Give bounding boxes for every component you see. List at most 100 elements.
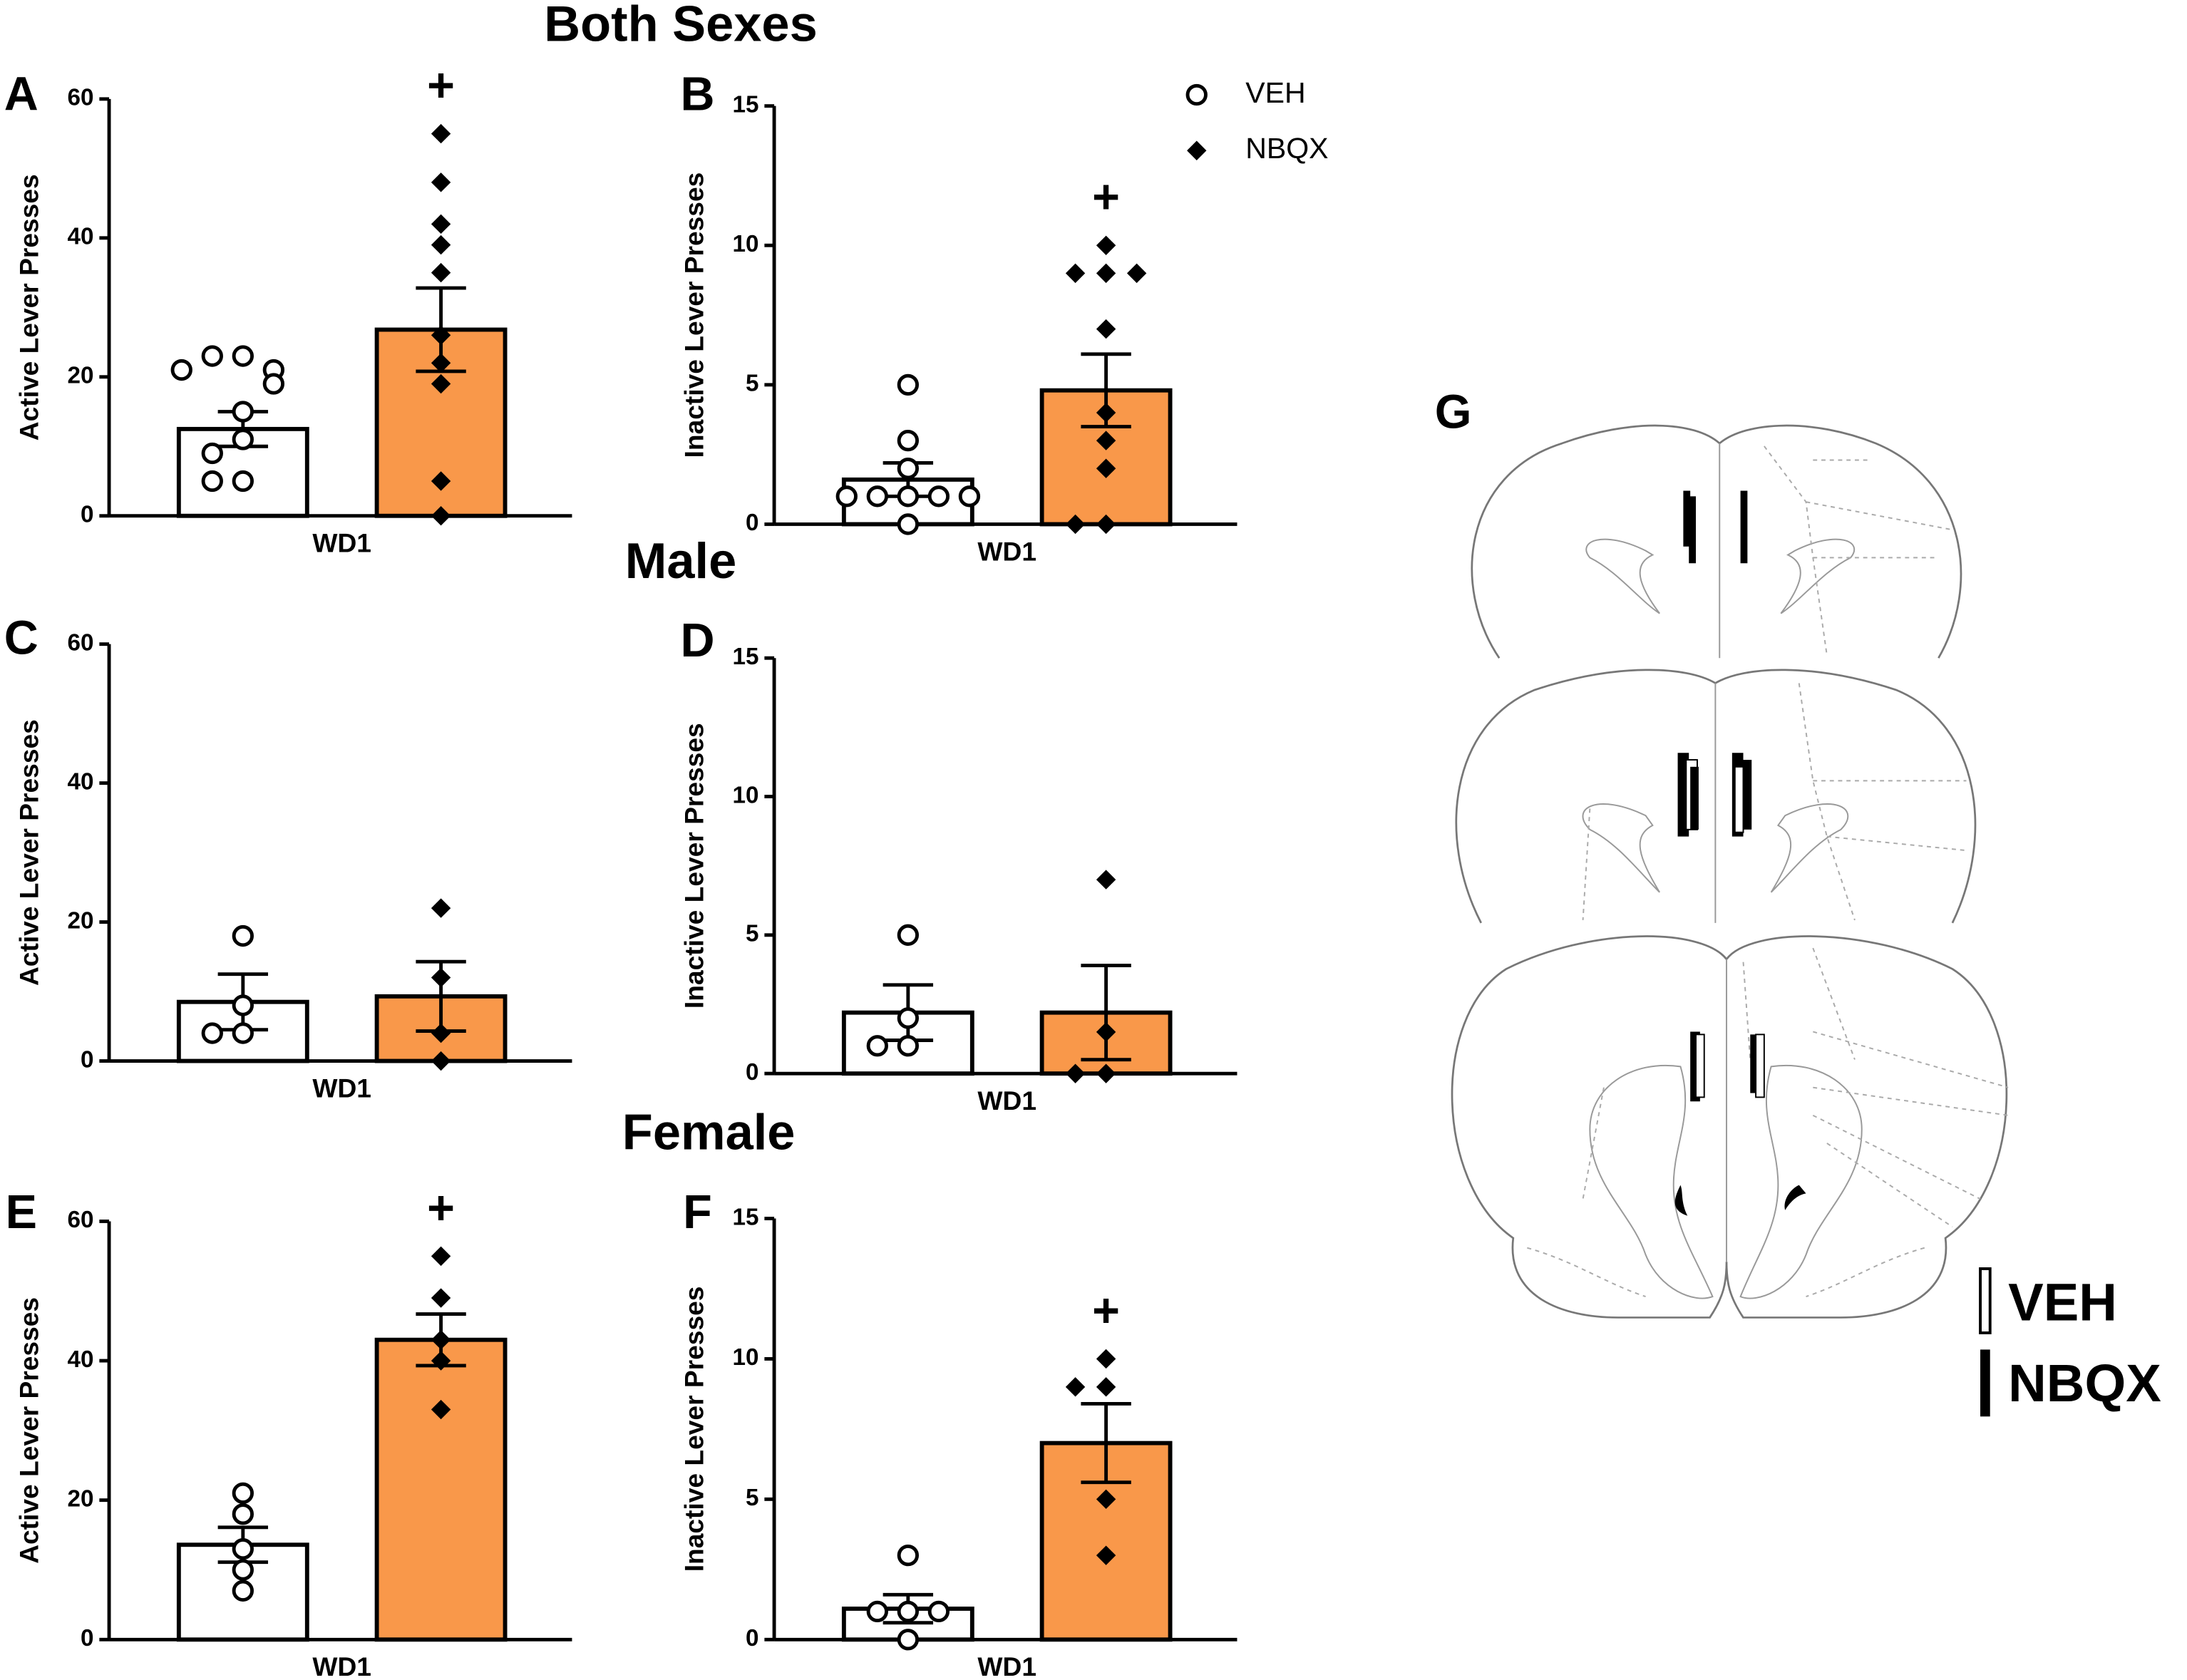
panel-letter: F <box>683 1186 712 1239</box>
y-tick-label: 20 <box>68 363 94 389</box>
data-point <box>431 967 451 988</box>
y-tick-label: 20 <box>68 907 94 934</box>
y-tick-label: 15 <box>733 644 759 670</box>
legend-label: NBQX <box>1245 132 1328 165</box>
data-point <box>1096 514 1116 535</box>
y-tick-label: 60 <box>68 1207 94 1233</box>
data-point <box>431 123 451 144</box>
significance-mark: + <box>427 60 455 113</box>
data-point <box>1096 319 1116 339</box>
y-tick-label: 5 <box>746 1485 759 1511</box>
y-axis-title: Inactive Lever Presses <box>679 172 709 458</box>
data-point <box>232 1537 254 1560</box>
y-tick-label: 0 <box>81 1625 94 1651</box>
data-point <box>927 485 950 507</box>
data-point <box>897 373 920 396</box>
data-point <box>897 1035 920 1057</box>
y-tick-label: 20 <box>68 1485 94 1512</box>
bar <box>374 1337 508 1642</box>
data-point <box>897 1544 920 1567</box>
legend-label: VEH <box>2008 1272 2117 1331</box>
data-point <box>431 325 451 345</box>
data-point <box>1096 1063 1116 1083</box>
data-point <box>1065 1377 1086 1397</box>
data-point <box>431 1246 451 1267</box>
data-point <box>1096 431 1116 450</box>
data-point <box>232 924 254 947</box>
panel-letter: D <box>680 614 714 667</box>
y-tick-label: 0 <box>746 510 759 536</box>
data-point <box>431 172 451 192</box>
data-point <box>431 1330 451 1350</box>
panel-letter: E <box>6 1186 37 1239</box>
data-point <box>431 1288 451 1308</box>
data-point <box>1065 1063 1086 1083</box>
data-point <box>431 214 451 235</box>
panel-letter: G <box>1435 386 1472 438</box>
panel-letter: A <box>4 68 38 120</box>
y-tick-label: 0 <box>81 502 94 528</box>
data-point <box>201 345 223 367</box>
section-title: Both Sexes <box>544 0 817 52</box>
data-point <box>431 262 451 283</box>
x-tick-label: WD1 <box>312 1651 371 1680</box>
data-point <box>897 924 920 946</box>
data-point <box>431 353 451 373</box>
error-bar <box>1081 1402 1131 1485</box>
y-axis-title: Active Lever Presses <box>14 719 43 986</box>
data-point <box>897 1007 920 1029</box>
data-point <box>232 401 254 423</box>
data-point <box>897 1600 920 1623</box>
y-axis-title: Active Lever Presses <box>14 1297 43 1564</box>
y-tick-label: 15 <box>733 1204 759 1230</box>
data-point <box>1096 1377 1116 1397</box>
legend-marker <box>1187 140 1207 160</box>
section-title: Male <box>625 532 737 589</box>
data-point <box>232 470 254 493</box>
x-tick-label: WD1 <box>312 528 371 558</box>
data-point <box>897 485 920 507</box>
data-point <box>431 1351 451 1371</box>
x-tick-label: WD1 <box>312 1073 371 1103</box>
data-point <box>897 513 920 535</box>
x-tick-label: WD1 <box>977 536 1036 566</box>
significance-mark: + <box>1092 171 1120 224</box>
data-point <box>927 1600 950 1623</box>
data-point <box>1096 263 1116 284</box>
y-axis-title: Inactive Lever Presses <box>679 723 709 1009</box>
data-point <box>431 506 451 526</box>
data-point <box>1096 1545 1116 1565</box>
data-point <box>232 1559 254 1581</box>
y-tick-label: 5 <box>746 371 759 397</box>
significance-mark: + <box>1092 1284 1120 1337</box>
data-point <box>1065 263 1086 284</box>
y-tick-label: 40 <box>68 1346 94 1373</box>
legend-marker <box>1185 83 1208 106</box>
y-axis-title: Active Lever Presses <box>14 174 43 440</box>
data-point <box>431 373 451 394</box>
data-point <box>232 1022 254 1044</box>
y-tick-label: 10 <box>733 782 759 808</box>
y-tick-label: 10 <box>733 1344 759 1371</box>
data-point <box>1096 870 1116 890</box>
y-tick-label: 60 <box>68 629 94 656</box>
data-point <box>1096 235 1116 255</box>
y-tick-label: 40 <box>68 768 94 795</box>
data-point <box>1096 458 1116 478</box>
data-point <box>431 1399 451 1420</box>
y-axis-title: Inactive Lever Presses <box>679 1287 709 1572</box>
x-tick-label: WD1 <box>977 1651 1036 1680</box>
data-point <box>835 485 858 507</box>
data-point <box>1065 514 1086 535</box>
data-point <box>958 485 981 507</box>
data-point <box>897 429 920 452</box>
data-point <box>232 994 254 1016</box>
brain-diagram <box>1451 424 2009 1417</box>
data-point <box>431 1051 451 1071</box>
data-point <box>1096 1349 1116 1369</box>
data-point <box>1126 263 1147 284</box>
data-point <box>170 359 192 381</box>
error-bar <box>1081 964 1131 1062</box>
data-point <box>431 471 451 491</box>
